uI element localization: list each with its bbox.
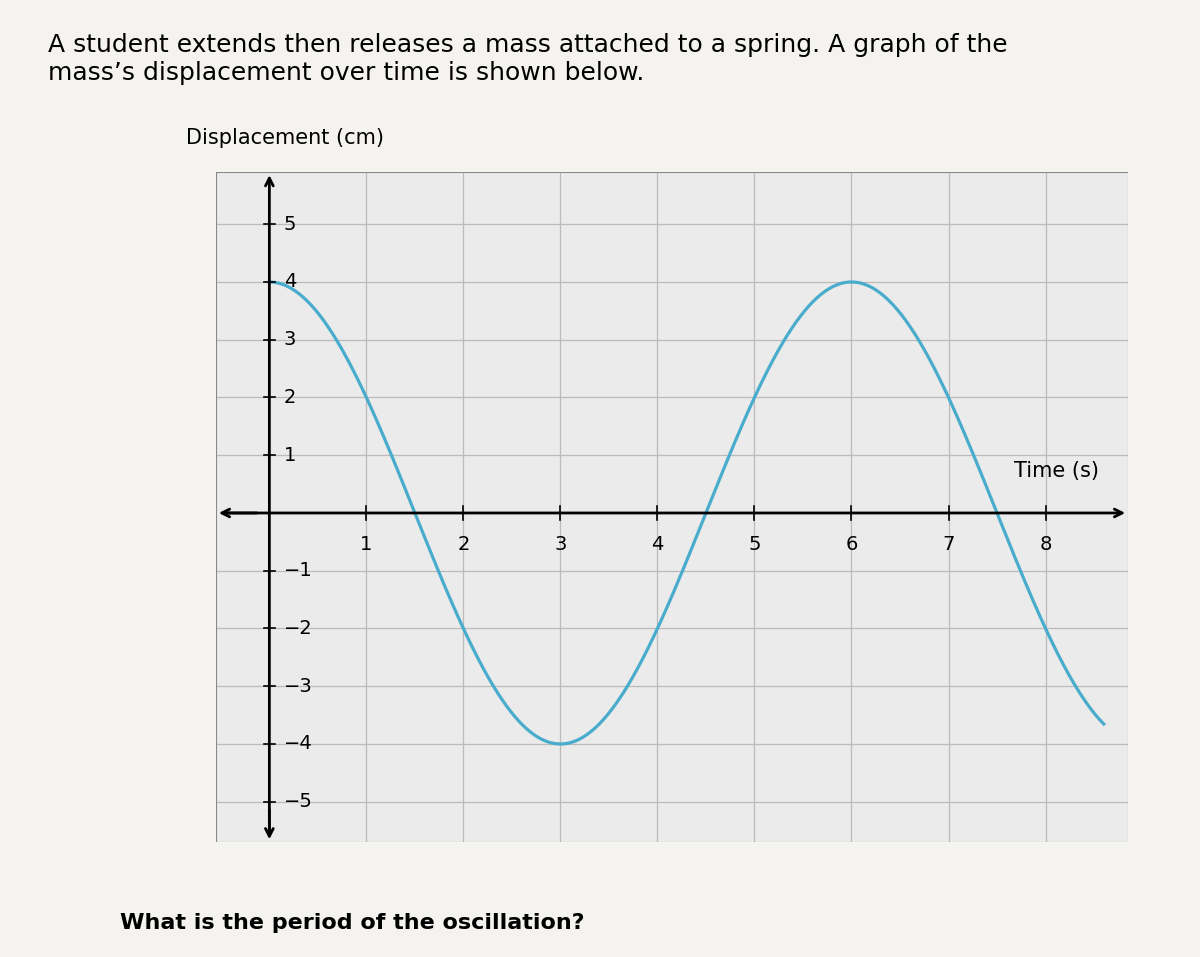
Text: 3: 3 <box>554 535 566 554</box>
Text: 1: 1 <box>360 535 372 554</box>
Text: 2: 2 <box>284 388 296 407</box>
Text: −1: −1 <box>284 561 313 580</box>
Text: 5: 5 <box>749 535 761 554</box>
Text: 3: 3 <box>284 330 296 349</box>
Text: 4: 4 <box>652 535 664 554</box>
Text: 2: 2 <box>457 535 469 554</box>
Text: 7: 7 <box>942 535 955 554</box>
Text: Displacement (cm): Displacement (cm) <box>186 128 384 148</box>
Text: 6: 6 <box>845 535 858 554</box>
Text: What is the period of the oscillation?: What is the period of the oscillation? <box>120 913 584 933</box>
Text: 4: 4 <box>284 273 296 292</box>
Text: −2: −2 <box>284 619 313 638</box>
Text: −3: −3 <box>284 677 313 696</box>
Text: 8: 8 <box>1039 535 1051 554</box>
Text: 1: 1 <box>284 446 296 465</box>
Text: Time (s): Time (s) <box>1014 461 1099 481</box>
Text: −5: −5 <box>284 792 313 812</box>
Text: 5: 5 <box>284 214 296 234</box>
Text: −4: −4 <box>284 734 313 753</box>
Text: A student extends then releases a mass attached to a spring. A graph of the
mass: A student extends then releases a mass a… <box>48 33 1008 85</box>
